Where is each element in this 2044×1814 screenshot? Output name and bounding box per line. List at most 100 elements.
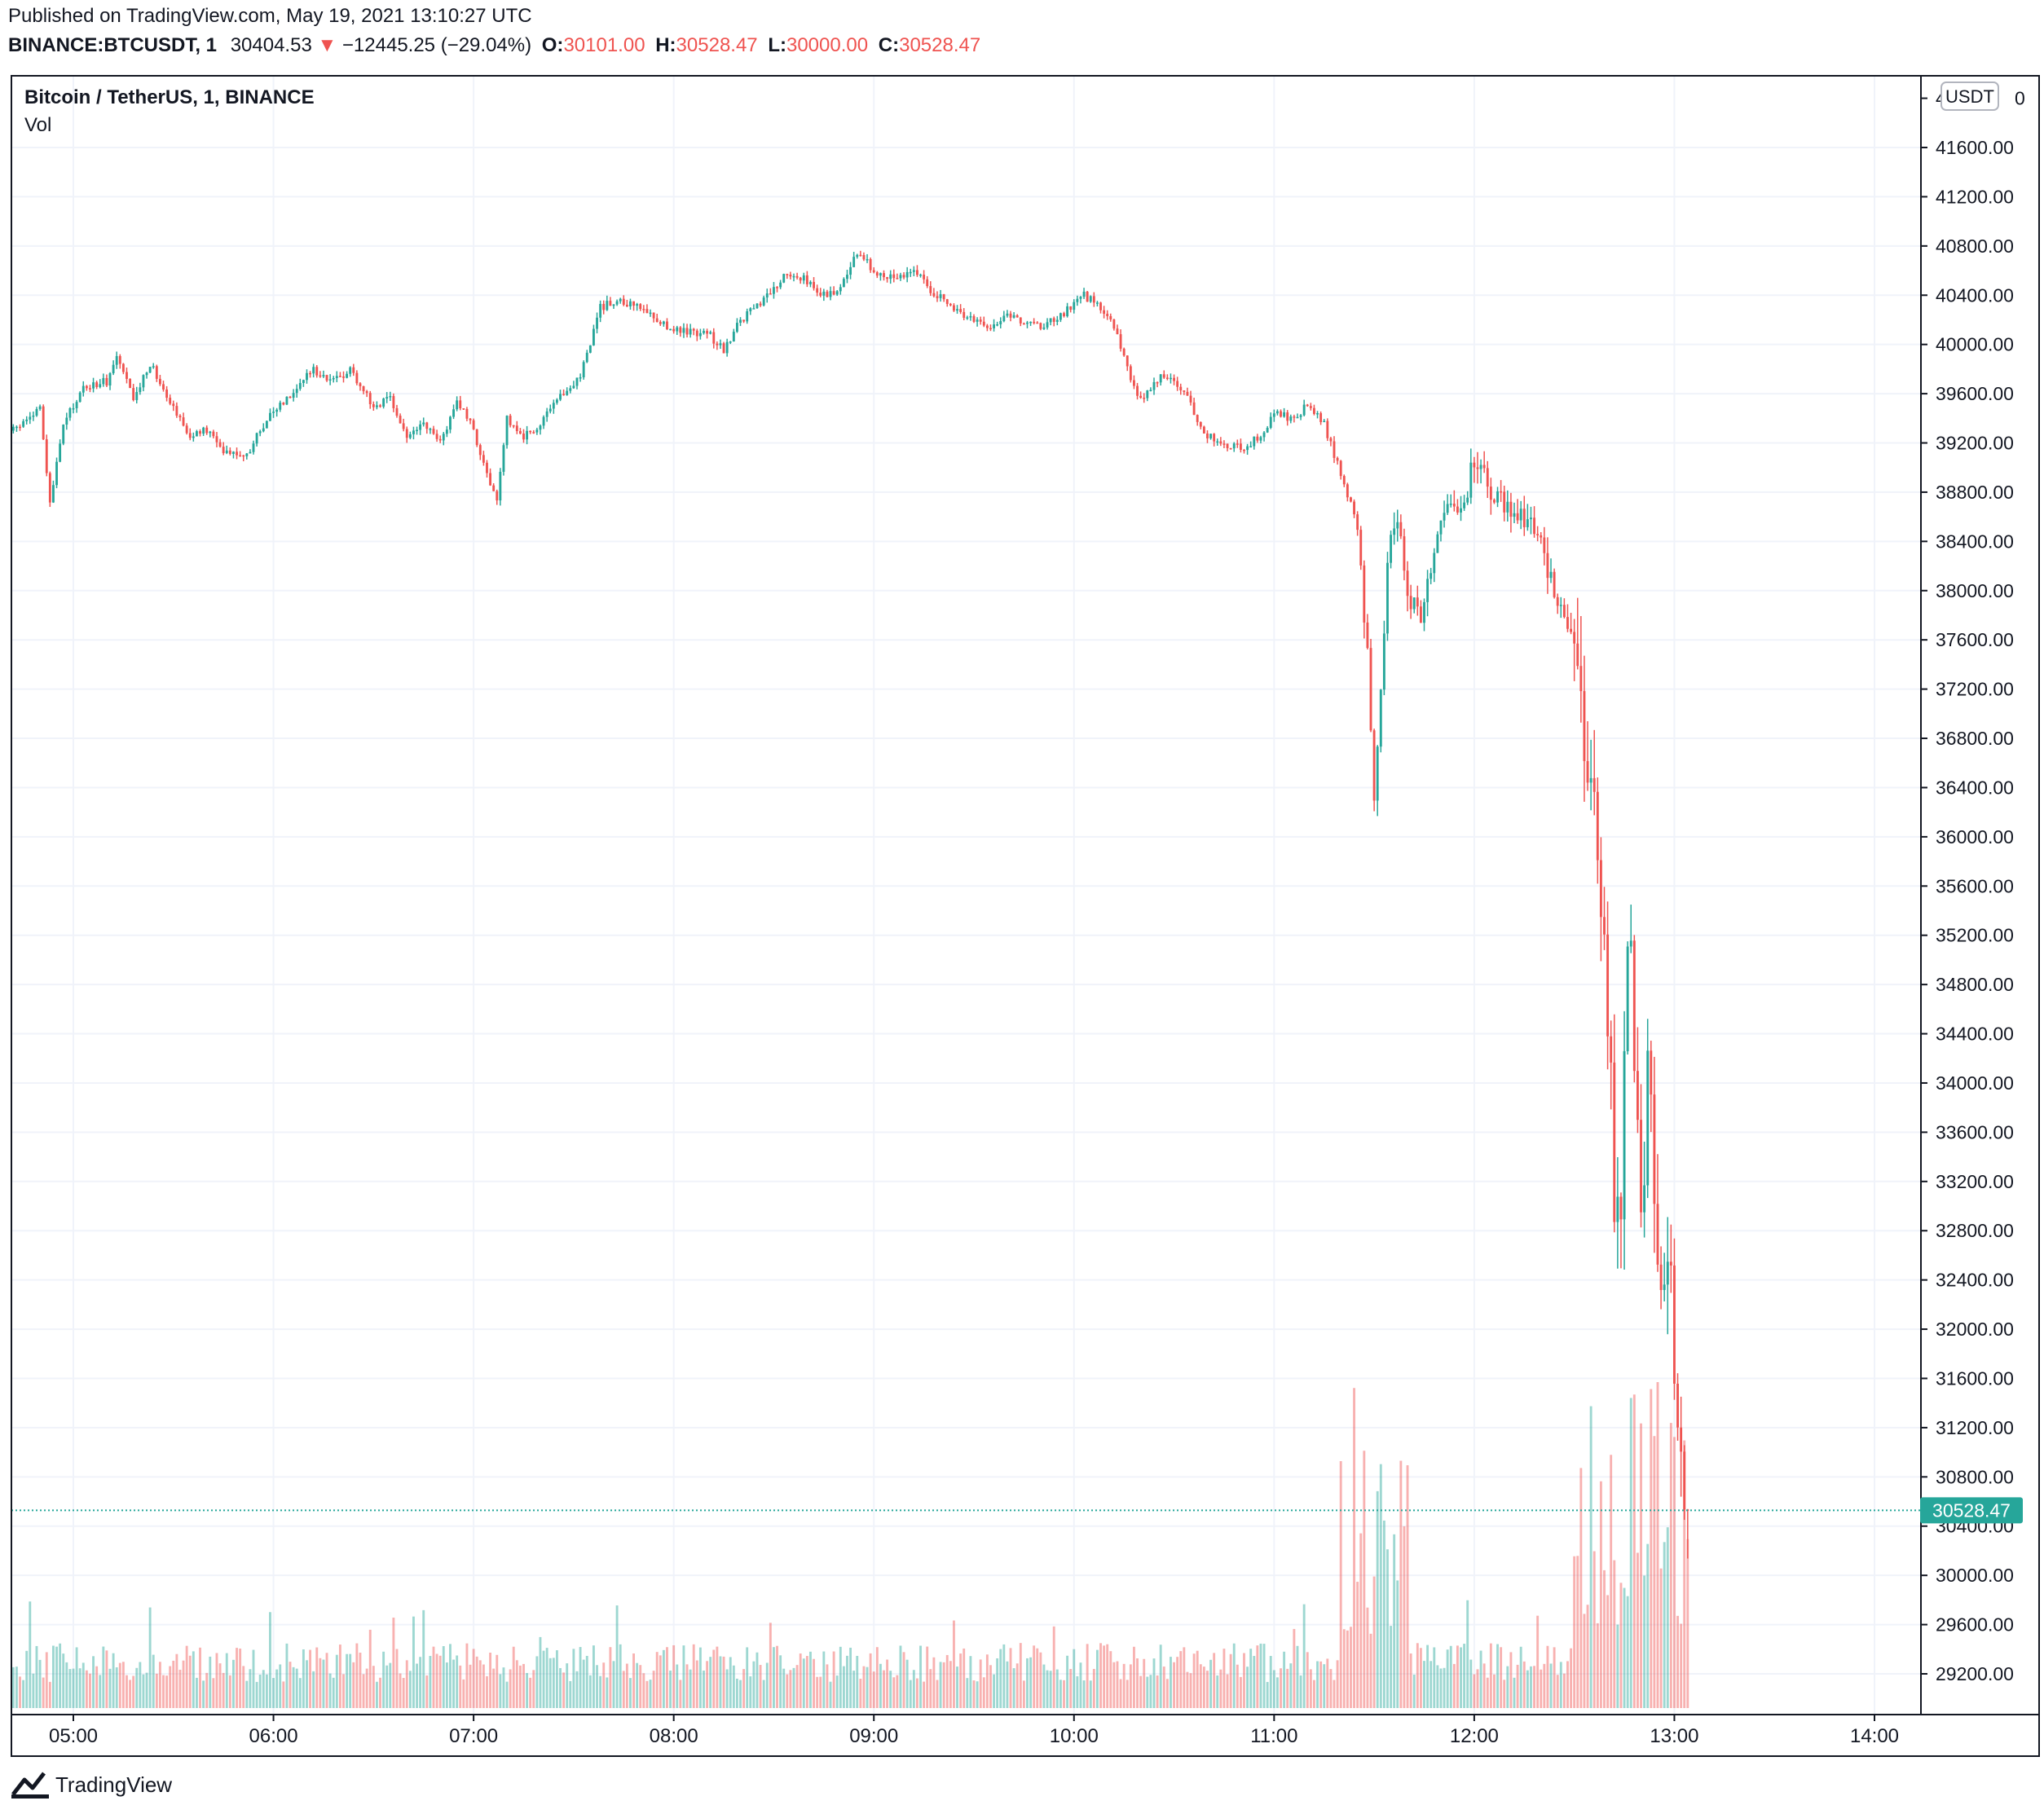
candle-body [985,325,989,328]
volume-legend-title[interactable]: Vol [24,114,52,136]
volume-bar [1116,1661,1119,1708]
volume-bar [692,1644,695,1708]
candle-body [99,384,102,387]
volume-bar [456,1655,459,1708]
candle-body [1643,1185,1646,1213]
candle-body [1296,416,1299,419]
candle-body [1556,597,1559,606]
tradingview-footer[interactable]: TradingView [11,1768,172,1801]
candle-body [432,429,435,434]
volume-bar [75,1647,78,1708]
volume-bar [505,1681,509,1708]
candle-body [1109,315,1112,319]
candle-body [1026,322,1029,324]
candle-body [459,400,462,409]
volume-bar [869,1653,872,1708]
volume-bar [1513,1677,1516,1708]
volume-bar [835,1675,839,1708]
volume-bar [1489,1643,1492,1708]
volume-bar [126,1675,128,1708]
volume-bar [182,1660,185,1708]
volume-bar [1049,1671,1052,1708]
candle-body [1513,513,1516,517]
volume-bar [121,1662,125,1708]
volume-bar [976,1681,979,1708]
candle-body [1122,348,1126,356]
volume-bar [1112,1662,1116,1708]
volume-bar [499,1674,502,1708]
currency-badge[interactable]: USDT [1940,81,1999,111]
candle-body [355,372,359,384]
candle-body [139,387,142,393]
volume-bar [212,1678,215,1708]
candle-body [926,279,929,287]
candle-body [182,417,185,426]
volume-bar [1213,1653,1216,1708]
candle-body [505,416,509,446]
candle-body [408,434,412,438]
volume-bar [792,1667,795,1708]
candle-body [1646,1050,1650,1186]
volume-bar [105,1650,108,1708]
volume-bar [856,1655,859,1708]
volume-bar [1266,1681,1269,1708]
volume-bar [1379,1464,1382,1708]
volume-bar [923,1681,926,1708]
volume-bar [19,1676,21,1708]
candle-body [258,431,262,434]
volume-bar [826,1664,829,1708]
volume-bar [993,1674,995,1708]
candle-body [15,426,18,429]
candle-body [475,429,478,446]
volume-bar [972,1680,976,1708]
candle-body [95,382,99,387]
candle-body [1636,1071,1639,1121]
candle-body [1289,416,1293,421]
candle-body [412,430,415,434]
candle-body [789,275,792,277]
candle-body [1566,617,1569,629]
candle-body [966,317,969,319]
volume-bar [362,1674,365,1708]
candle-body [923,275,926,280]
volume-bar [312,1671,315,1708]
candle-body [932,293,936,297]
volume-bar [449,1644,452,1708]
volume-bar [1346,1630,1349,1708]
volume-bar [1036,1648,1039,1708]
volume-bar [1606,1595,1610,1708]
series-legend-title[interactable]: Bitcoin / TetherUS, 1, BINANCE [24,86,315,108]
candle-body [1170,377,1172,380]
candle-body [1342,476,1346,485]
price-tick-label: 34800.00 [1936,974,2014,995]
volume-bar [25,1650,29,1708]
volume-bar [1382,1520,1385,1708]
candle-body [349,367,352,374]
time-tick-label: 07:00 [449,1725,498,1747]
candle-body [509,416,512,425]
volume-bar [1253,1656,1256,1708]
candle-body [1012,315,1015,318]
candle-body [1176,381,1179,387]
volume-bar [1103,1645,1106,1708]
candle-body [188,433,192,438]
candle-body [195,431,198,437]
volume-bar [489,1653,492,1708]
volume-bar [966,1678,969,1708]
candle-body [809,281,812,284]
volume-bar [759,1665,762,1708]
volume-bar [932,1657,936,1708]
volume-bar [1183,1647,1186,1708]
volume-bar [1429,1661,1433,1708]
volume-bar [609,1647,612,1708]
candle-body [969,316,972,318]
candle-body [1540,535,1543,538]
volume-bar [335,1654,338,1708]
volume-bar [936,1680,939,1708]
candle-body [1526,519,1529,527]
price-tick-label: 35200.00 [1936,925,2014,946]
candle-body [1306,404,1309,407]
volume-bar [625,1663,628,1708]
volume-bar [92,1656,95,1708]
